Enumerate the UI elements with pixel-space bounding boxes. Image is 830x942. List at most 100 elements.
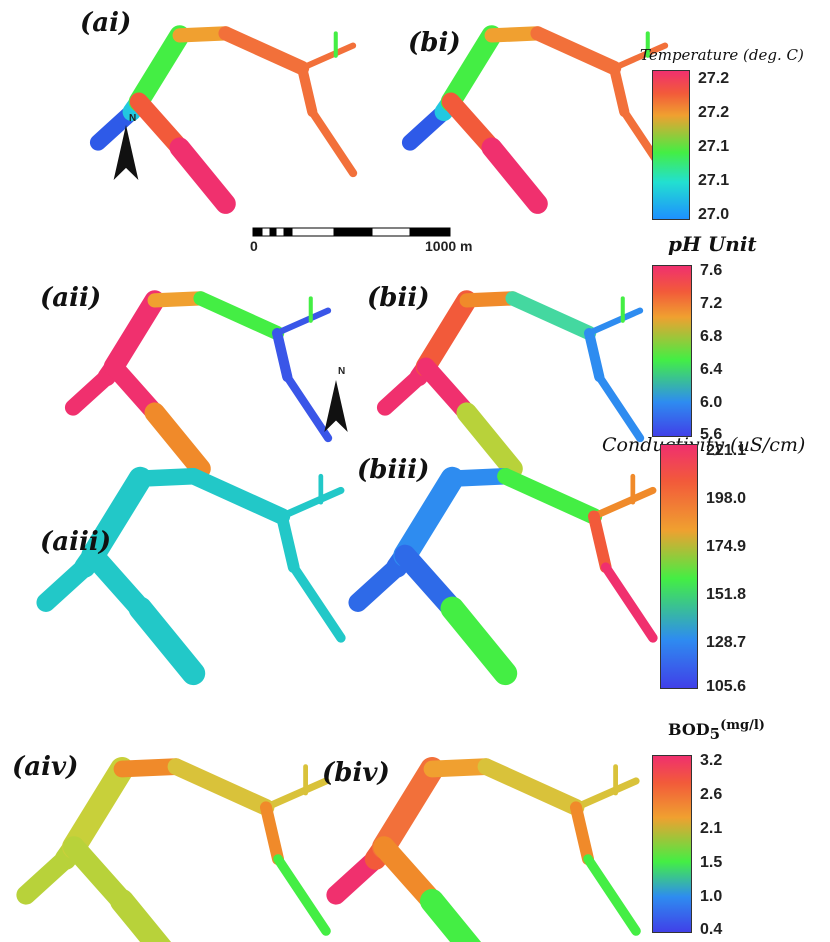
- river-segment-left-channel-2: [481, 137, 548, 214]
- river-segment-left-channel-1: [63, 836, 133, 912]
- river-segment-upper-arm-1: [415, 290, 477, 377]
- river-segment-right-branch-2: [583, 854, 641, 936]
- river-segment-upper-arm-3: [167, 758, 275, 816]
- river-segment-left-channel-2: [144, 402, 211, 479]
- tick-ph-2: 7.2: [700, 295, 723, 312]
- river-segment-upper-arm-3: [497, 467, 603, 525]
- panel-label-biii: (biii): [357, 455, 430, 485]
- panel-label-aiv: (aiv): [12, 752, 79, 782]
- river-segment-upper-arm-1: [440, 25, 502, 112]
- river-segment-upper-arm-1: [103, 290, 165, 377]
- river-segment-upper-arm-2: [172, 26, 233, 43]
- scale-bar-segment: [275, 227, 285, 237]
- river-segment-upper-arm-2: [113, 758, 185, 778]
- tick-temp-4: 27.1: [698, 172, 730, 189]
- tick-cond-4: 151.8: [706, 586, 747, 603]
- panel-label-bii: (bii): [367, 283, 430, 313]
- river-map-panel-4: [376, 290, 645, 479]
- river-segment-upper-arm-2: [484, 26, 545, 43]
- river-segment-left-channel-1: [129, 92, 189, 157]
- scale-bar-end-label: 1000 m: [425, 238, 473, 254]
- tick-bod-6: 0.4: [700, 921, 723, 938]
- tick-bod-3: 2.1: [700, 820, 723, 837]
- river-segment-right-branch-2: [595, 372, 645, 443]
- river-segment-upper-arm-2: [423, 758, 495, 778]
- colorbar-ph: [652, 265, 692, 437]
- bod-title-sub: 5: [709, 725, 721, 744]
- river-segment-upper-arm-2: [147, 291, 208, 308]
- tick-cond-1: 221.1: [706, 442, 747, 459]
- panel-label-biv: (biv): [322, 758, 390, 788]
- scale-bar-segment: [333, 227, 373, 237]
- river-segment-right-branch-1: [260, 801, 284, 865]
- river-segment-right-tributary: [299, 42, 357, 72]
- tick-ph-6: 5.6: [700, 426, 723, 443]
- bod-title-main: BOD: [668, 720, 710, 739]
- river-segment-right-branch-1: [297, 62, 318, 118]
- river-segment-upper-arm-1: [372, 757, 444, 859]
- tick-cond-5: 128.7: [706, 634, 747, 651]
- scale-bar-segment: [283, 227, 293, 237]
- scale-bar-segment: [261, 227, 271, 237]
- river-map-panel-5: [36, 466, 346, 686]
- panel-label-aiii: (aiii): [40, 527, 112, 557]
- river-map-panel-1: [89, 25, 358, 214]
- river-segment-left-channel-2: [128, 596, 206, 686]
- river-segment-upper-arm-3: [505, 291, 597, 341]
- panel-label-ai: (ai): [80, 8, 132, 38]
- river-segment-right-tributary: [572, 777, 640, 812]
- tick-temp-2: 27.2: [698, 104, 730, 121]
- river-segment-right-branch-1: [588, 510, 612, 573]
- river-segment-left-channel-1: [416, 357, 476, 422]
- tick-bod-5: 1.0: [700, 888, 723, 905]
- river-segment-right-branch-2: [283, 372, 333, 443]
- colorbar-title-temperature: Temperature (deg. C): [640, 46, 804, 64]
- tick-temp-5: 27.0: [698, 206, 730, 223]
- scale-bar-segment: [291, 227, 335, 237]
- river-segment-upper-arm-1: [128, 25, 190, 112]
- tick-temp-1: 27.2: [698, 70, 730, 87]
- river-segment-upper-arm-3: [218, 26, 310, 76]
- tick-temp-3: 27.1: [698, 138, 730, 155]
- river-segment-right-branch-2: [288, 562, 346, 643]
- river-map-panel-7: [16, 757, 331, 942]
- river-segment-right-tributary: [611, 42, 669, 72]
- tick-ph-3: 6.8: [700, 328, 723, 345]
- river-segment-upper-arm-3: [530, 26, 622, 76]
- colorbar-title-ph: pH Unit: [668, 232, 757, 256]
- river-segment-left-channel-1: [104, 357, 164, 422]
- tick-bod-1: 3.2: [700, 752, 723, 769]
- panel-label-bi: (bi): [408, 28, 461, 58]
- colorbar-title-conductivity: Conductivity (uS/cm): [602, 434, 806, 456]
- river-segment-left-channel-2: [456, 402, 523, 479]
- river-map-panel-8: [326, 757, 641, 942]
- scale-bar-segment: [371, 227, 411, 237]
- river-segment-right-tributary: [278, 486, 345, 520]
- river-segment-left-channel-1: [441, 92, 501, 157]
- river-segment-right-branch-2: [308, 107, 358, 178]
- scale-bar-segment: [409, 227, 451, 237]
- colorbar-title-bod: BOD5(mg/l): [668, 718, 765, 743]
- bod-title-unit: (mg/l): [720, 718, 765, 733]
- tick-cond-2: 198.0: [706, 490, 747, 507]
- river-segment-upper-arm-2: [444, 467, 514, 487]
- north-label-1: N: [129, 113, 137, 124]
- north-arrow-icon: [324, 380, 348, 432]
- tick-ph-5: 6.0: [700, 394, 723, 411]
- scale-bar-start-label: 0: [250, 238, 258, 254]
- river-segment-right-branch-1: [608, 62, 630, 118]
- north-arrow-icon: [113, 125, 139, 180]
- river-map-panel-3: [64, 290, 333, 479]
- river-segment-right-tributary: [262, 777, 330, 812]
- river-segment-left-channel-1: [82, 544, 151, 620]
- river-segment-right-branch-2: [600, 562, 658, 643]
- scale-bar: [252, 227, 451, 237]
- colorbar-conductivity: [660, 444, 698, 689]
- panel-label-aii: (aii): [40, 283, 102, 313]
- river-segment-upper-arm-3: [193, 291, 285, 341]
- tick-cond-3: 174.9: [706, 538, 747, 555]
- river-segment-left-channel-2: [169, 137, 236, 214]
- river-segment-upper-arm-1: [62, 757, 134, 859]
